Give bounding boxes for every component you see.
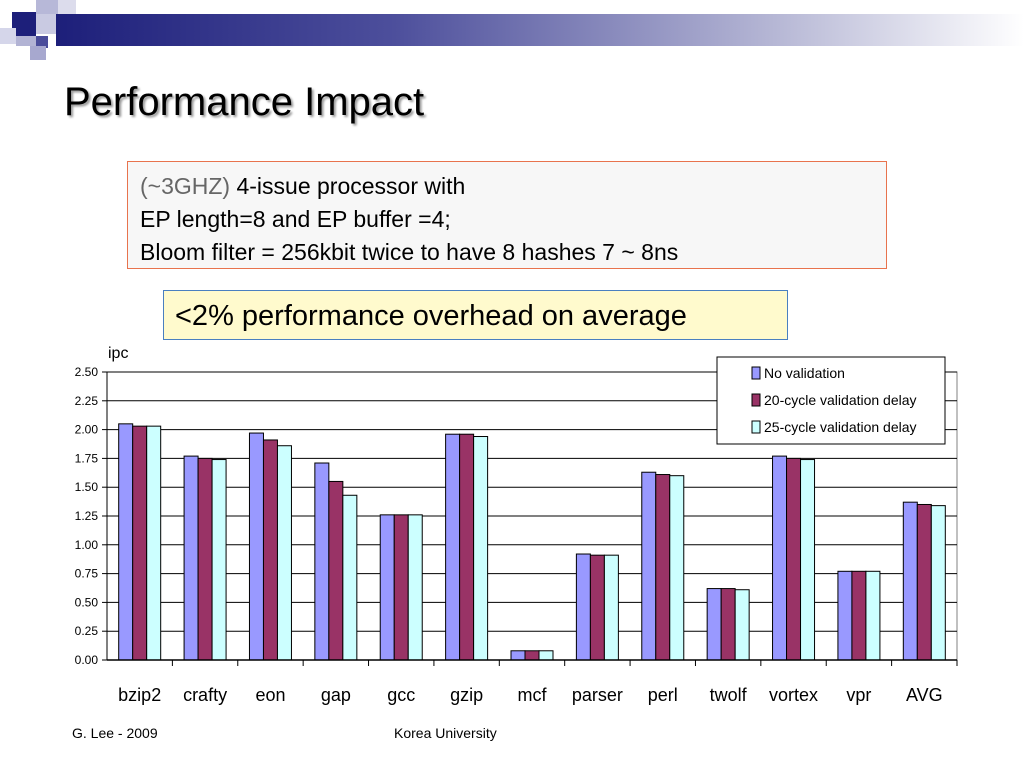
bar-crafty-series-2 xyxy=(197,457,213,661)
footer-institution: Korea University xyxy=(394,725,497,741)
processor-spec-box: (~3GHZ) 4-issue processor with EP length… xyxy=(127,161,887,269)
bar-mcf-series-2 xyxy=(524,650,540,661)
decor-square xyxy=(36,14,56,34)
bar-gzip-series-2 xyxy=(459,433,475,661)
bar-twolf-series-2 xyxy=(720,588,736,661)
overhead-callout: <2% performance overhead on average xyxy=(163,290,788,340)
x-tick-label-gap: gap xyxy=(321,685,351,705)
decor-square xyxy=(58,0,76,14)
spec-line-1-text: 4-issue processor with xyxy=(230,173,466,199)
x-tick-label-mcf: mcf xyxy=(518,685,548,705)
y-tick-label: 1.75 xyxy=(75,451,99,465)
header-gradient-bar xyxy=(56,14,1024,46)
bar-gcc-series-3 xyxy=(407,514,423,661)
bar-eon-series-2 xyxy=(262,439,278,661)
bar-gcc-series-2 xyxy=(393,514,409,661)
x-tick-label-twolf: twolf xyxy=(710,685,748,705)
x-tick-label-crafty: crafty xyxy=(183,685,227,705)
spec-line-3: Bloom filter = 256kbit twice to have 8 h… xyxy=(140,239,679,265)
bar-parser-series-1 xyxy=(575,553,591,661)
bar-crafty-series-3 xyxy=(211,459,227,661)
bar-vortex-series-2 xyxy=(786,457,802,661)
legend-label-series-1: No validation xyxy=(764,365,845,381)
legend-swatch-series-2 xyxy=(751,393,761,407)
y-tick-label: 0.50 xyxy=(75,595,99,609)
y-tick-label: 0.00 xyxy=(75,653,99,667)
bar-vortex-series-1 xyxy=(772,455,788,661)
x-tick-label-vortex: vortex xyxy=(769,685,818,705)
x-tick-label-bzip2: bzip2 xyxy=(118,685,161,705)
legend-label-series-2: 20-cycle validation delay xyxy=(764,392,917,408)
x-tick-label-perl: perl xyxy=(648,685,678,705)
bar-gap-series-1 xyxy=(314,462,330,661)
bar-bzip2-series-2 xyxy=(132,425,148,661)
bar-parser-series-2 xyxy=(589,554,605,661)
decor-square xyxy=(30,46,46,60)
bar-gzip-series-1 xyxy=(445,433,461,661)
x-tick-label-eon: eon xyxy=(255,685,285,705)
y-tick-label: 0.75 xyxy=(75,567,99,581)
bar-vortex-series-3 xyxy=(800,459,816,661)
bar-mcf-series-3 xyxy=(538,650,554,661)
spec-line-1: (~3GHZ) 4-issue processor with xyxy=(140,170,876,203)
legend-label-series-3: 25-cycle validation delay xyxy=(764,419,917,435)
bar-perl-series-2 xyxy=(655,474,671,661)
legend-swatch-series-1 xyxy=(751,366,761,380)
spec-frequency: (~3GHZ) xyxy=(140,173,231,199)
y-tick-label: 1.00 xyxy=(75,538,99,552)
bar-bzip2-series-3 xyxy=(146,425,162,661)
bar-AVG-series-1 xyxy=(902,501,918,661)
x-tick-label-parser: parser xyxy=(572,685,623,705)
x-tick-label-AVG: AVG xyxy=(906,685,943,705)
decor-square xyxy=(16,36,36,46)
bar-perl-series-1 xyxy=(641,471,657,661)
bar-twolf-series-1 xyxy=(706,588,722,661)
legend-swatch-series-3 xyxy=(751,420,761,434)
y-tick-label: 2.00 xyxy=(75,423,99,437)
bar-perl-series-3 xyxy=(669,475,685,661)
x-tick-label-vpr: vpr xyxy=(846,685,871,705)
footer-author: G. Lee - 2009 xyxy=(72,725,158,741)
bar-mcf-series-1 xyxy=(510,650,526,661)
bar-gap-series-3 xyxy=(342,494,358,661)
ipc-bar-chart: 0.00 0.25 0.50 0.75 1.00 1.25 1.50 1.75 2.00 2.25… xyxy=(75,345,958,705)
bar-twolf-series-3 xyxy=(734,589,750,661)
y-tick-label: 1.25 xyxy=(75,509,99,523)
y-tick-label: 0.25 xyxy=(75,624,99,638)
y-tick-label: 2.50 xyxy=(75,365,99,379)
bar-crafty-series-1 xyxy=(183,455,199,661)
bar-parser-series-3 xyxy=(603,554,619,661)
decor-square xyxy=(36,0,58,14)
x-tick-label-gcc: gcc xyxy=(387,685,415,705)
bar-vpr-series-2 xyxy=(851,570,867,661)
bar-vpr-series-1 xyxy=(837,570,853,661)
y-tick-label: 1.50 xyxy=(75,480,99,494)
spec-line-2: EP length=8 and EP buffer =4; xyxy=(140,206,451,232)
bar-vpr-series-3 xyxy=(865,570,881,661)
bar-eon-series-1 xyxy=(248,432,264,661)
bar-eon-series-3 xyxy=(276,445,292,661)
bar-gzip-series-3 xyxy=(473,436,489,661)
bar-AVG-series-2 xyxy=(916,503,932,661)
bar-gcc-series-1 xyxy=(379,514,395,661)
bar-gap-series-2 xyxy=(328,480,344,661)
y-axis-label: ipc xyxy=(108,345,128,362)
bar-bzip2-series-1 xyxy=(118,423,134,661)
decor-square xyxy=(36,36,48,48)
y-tick-label: 2.25 xyxy=(75,394,99,408)
header-decoration xyxy=(0,0,1024,60)
bar-AVG-series-3 xyxy=(930,505,946,661)
x-tick-label-gzip: gzip xyxy=(450,685,483,705)
slide-title: Performance Impact xyxy=(64,80,425,124)
decor-square xyxy=(12,12,36,36)
decor-square xyxy=(0,28,16,44)
